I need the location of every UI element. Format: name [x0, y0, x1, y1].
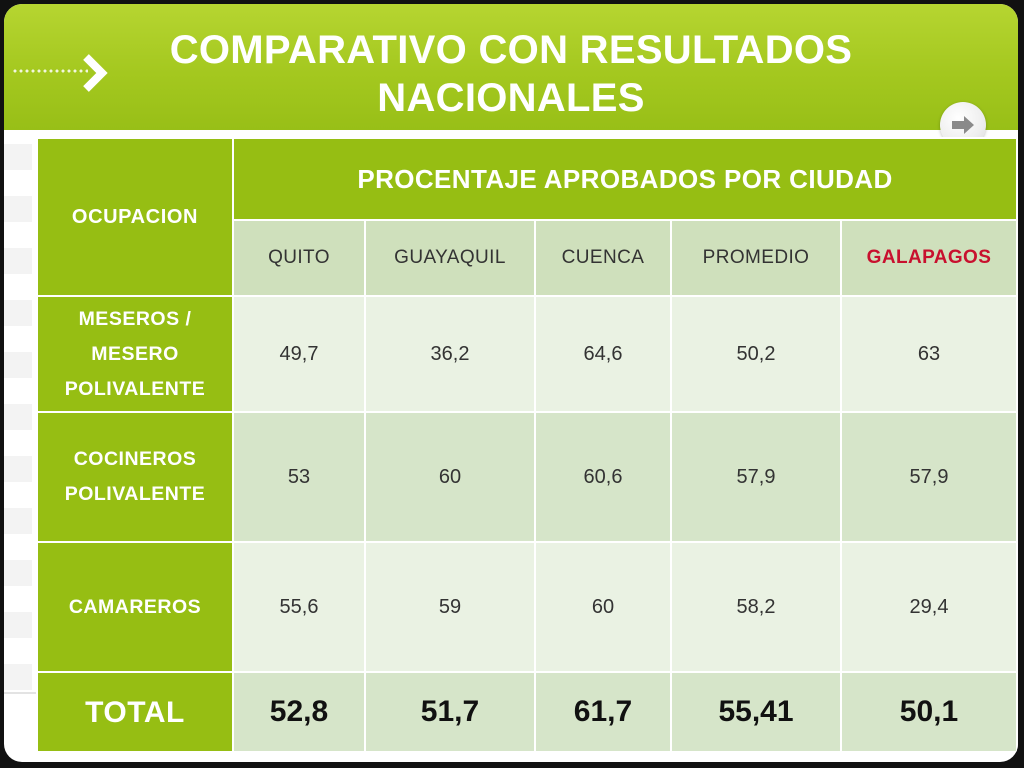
- city-percentage-header: PROCENTAJE APROBADOS POR CIUDAD: [232, 137, 1018, 221]
- column-header-quito: QUITO: [232, 219, 366, 297]
- table-cell: 55,6: [232, 541, 366, 673]
- row-label: COCINEROS POLIVALENTE: [36, 411, 234, 543]
- table-cell: 63: [840, 295, 1018, 413]
- title-banner: COMPARATIVO CON RESULTADOS NACIONALES: [4, 4, 1018, 130]
- table-cell: 64,6: [534, 295, 672, 413]
- side-strip-decoration: [4, 144, 32, 704]
- total-cell: 61,7: [534, 671, 672, 753]
- table-cell: 60: [534, 541, 672, 673]
- row-label-line: COCINEROS: [73, 448, 197, 470]
- table-cell: 50,2: [670, 295, 842, 413]
- total-cell: 50,1: [840, 671, 1018, 753]
- total-cell: 55,41: [670, 671, 842, 753]
- total-cell: 51,7: [364, 671, 536, 753]
- table-cell: 57,9: [670, 411, 842, 543]
- column-header-galapagos: GALAPAGOS: [840, 219, 1018, 297]
- row-label-line: POLIVALENTE: [64, 377, 206, 400]
- column-header-promedio: PROMEDIO: [670, 219, 842, 297]
- table-cell: 60,6: [534, 411, 672, 543]
- total-cell: 52,8: [232, 671, 366, 753]
- occupation-header: OCUPACION: [36, 137, 234, 297]
- column-header-cuenca: CUENCA: [534, 219, 672, 297]
- table-cell: 59: [364, 541, 536, 673]
- table-row: CAMAREROS 55,6 59 60 58,2 29,4: [36, 541, 1018, 673]
- table-cell: 49,7: [232, 295, 366, 413]
- table-row: COCINEROS POLIVALENTE 53 60 60,6 57,9 57…: [36, 411, 1018, 543]
- table-cell: 57,9: [840, 411, 1018, 543]
- arrow-right-icon: [952, 116, 974, 134]
- slide-title-line-2: NACIONALES: [377, 76, 645, 120]
- row-label: MESEROS / MESERO POLIVALENTE: [36, 295, 234, 413]
- table-cell: 60: [364, 411, 536, 543]
- row-label-line: MESERO: [91, 342, 179, 365]
- chevron-right-icon: [83, 54, 108, 92]
- slide: COMPARATIVO CON RESULTADOS NACIONALES OC…: [4, 4, 1018, 762]
- column-header-guayaquil: GUAYAQUIL: [364, 219, 536, 297]
- table-row: MESEROS / MESERO POLIVALENTE 49,7 36,2 6…: [36, 295, 1018, 413]
- total-row: TOTAL 52,8 51,7 61,7 55,41 50,1: [36, 671, 1018, 753]
- table-cell: 36,2: [364, 295, 536, 413]
- results-table: OCUPACION PROCENTAJE APROBADOS POR CIUDA…: [36, 137, 1018, 753]
- table-cell: 53: [232, 411, 366, 543]
- row-label-line: MESEROS /: [78, 307, 192, 330]
- table-cell: 58,2: [670, 541, 842, 673]
- table-cell: 29,4: [840, 541, 1018, 673]
- dotted-line-decoration: [12, 68, 88, 74]
- row-label: CAMAREROS: [36, 541, 234, 673]
- slide-title: COMPARATIVO CON RESULTADOS NACIONALES: [64, 26, 958, 122]
- row-label-line: CAMAREROS: [68, 595, 202, 618]
- slide-title-line-1: COMPARATIVO CON RESULTADOS: [169, 28, 853, 72]
- row-label-line: POLIVALENTE: [64, 483, 206, 505]
- total-label: TOTAL: [36, 671, 234, 753]
